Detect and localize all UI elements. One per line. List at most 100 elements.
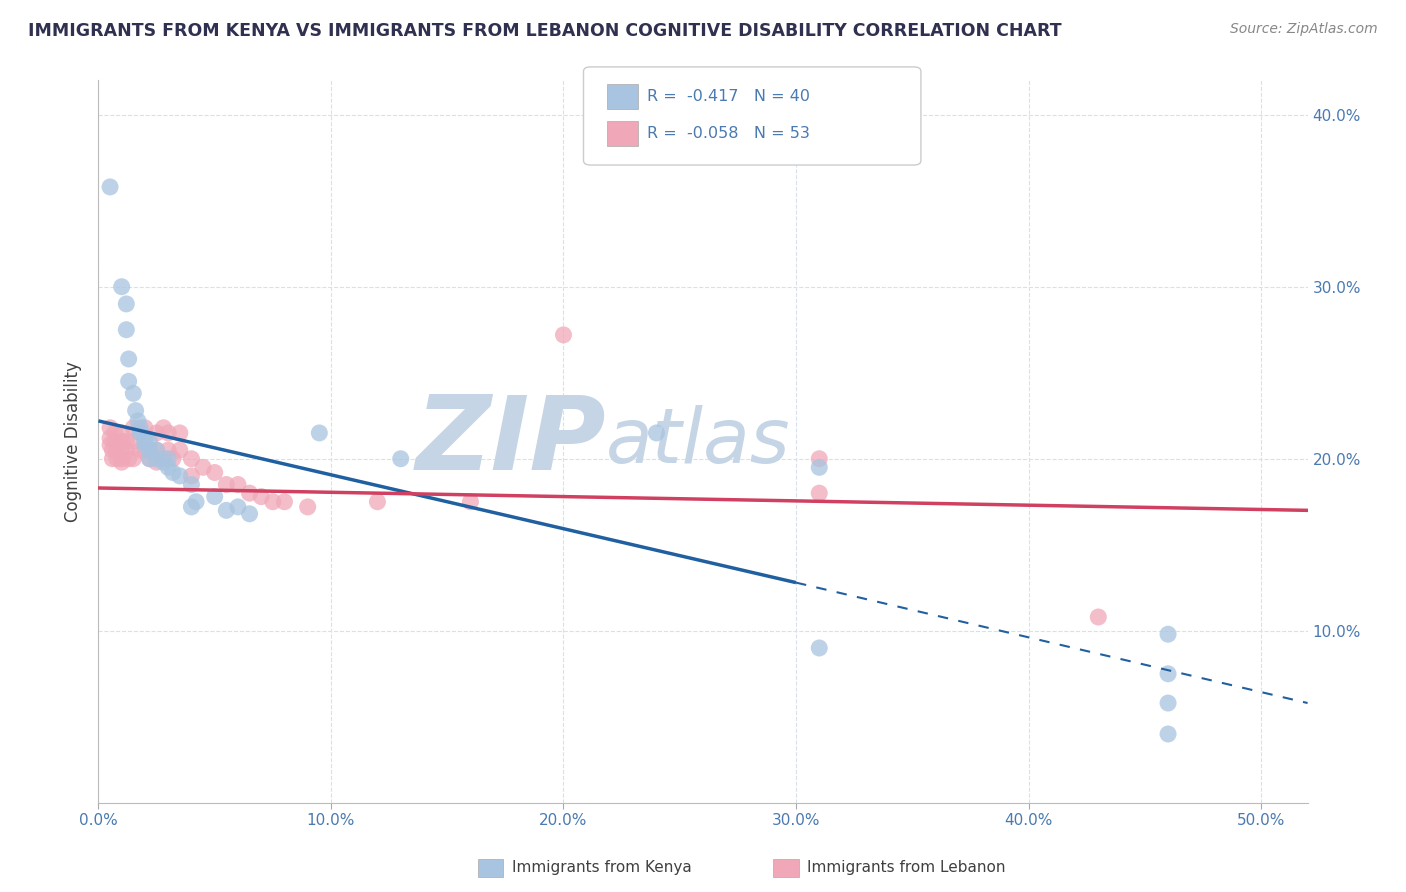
Point <box>184 494 207 508</box>
Text: R =  -0.058   N = 53: R = -0.058 N = 53 <box>647 127 810 141</box>
Point <box>134 431 156 445</box>
Point <box>215 477 238 491</box>
Point <box>98 421 121 435</box>
Point <box>138 443 160 458</box>
Point <box>262 494 284 508</box>
Point <box>138 434 160 449</box>
Point <box>162 466 184 480</box>
Text: atlas: atlas <box>606 405 790 478</box>
Point <box>273 494 295 508</box>
Point <box>460 494 482 508</box>
Point <box>111 425 134 440</box>
Point <box>152 451 174 466</box>
Point <box>111 279 134 293</box>
Point <box>134 443 156 458</box>
Point <box>1087 610 1109 624</box>
Point <box>162 451 184 466</box>
Point <box>98 431 121 445</box>
Point <box>808 460 831 475</box>
Point <box>157 460 180 475</box>
Point <box>645 425 668 440</box>
Point <box>104 434 127 449</box>
Point <box>101 443 124 458</box>
Point <box>180 477 202 491</box>
Point <box>1157 627 1180 641</box>
Point <box>215 503 238 517</box>
Point <box>118 451 141 466</box>
Point <box>808 486 831 500</box>
Point <box>129 425 152 440</box>
Point <box>111 451 134 466</box>
Point <box>138 451 160 466</box>
Point <box>366 494 388 508</box>
Point <box>180 469 202 483</box>
Point <box>122 386 145 401</box>
Point <box>115 443 138 458</box>
Point <box>134 438 156 452</box>
Point <box>1157 727 1180 741</box>
Point <box>129 443 152 458</box>
Point <box>808 640 831 655</box>
Point <box>129 421 152 435</box>
Point <box>122 421 145 435</box>
Text: Source: ZipAtlas.com: Source: ZipAtlas.com <box>1230 22 1378 37</box>
Text: IMMIGRANTS FROM KENYA VS IMMIGRANTS FROM LEBANON COGNITIVE DISABILITY CORRELATIO: IMMIGRANTS FROM KENYA VS IMMIGRANTS FROM… <box>28 22 1062 40</box>
Point <box>145 425 167 440</box>
Point <box>169 469 191 483</box>
Point <box>145 443 167 458</box>
Point <box>152 455 174 469</box>
Point <box>152 421 174 435</box>
Point <box>157 425 180 440</box>
Point <box>105 451 128 466</box>
Point <box>111 455 134 469</box>
Point <box>115 323 138 337</box>
Point <box>145 443 167 458</box>
Point <box>297 500 319 514</box>
Point <box>118 375 141 389</box>
Point <box>1157 696 1180 710</box>
Point <box>553 327 575 342</box>
Point <box>250 490 273 504</box>
Point <box>138 443 160 458</box>
Text: Immigrants from Lebanon: Immigrants from Lebanon <box>807 861 1005 875</box>
Point <box>226 477 249 491</box>
Point <box>1157 666 1180 681</box>
Point <box>145 455 167 469</box>
Point <box>122 434 145 449</box>
Point <box>239 486 262 500</box>
Point <box>98 180 121 194</box>
Point <box>180 451 202 466</box>
Text: Immigrants from Kenya: Immigrants from Kenya <box>512 861 692 875</box>
Point <box>134 421 156 435</box>
Point <box>389 451 412 466</box>
Point <box>239 507 262 521</box>
Point <box>138 451 160 466</box>
Point <box>124 403 146 417</box>
Point <box>115 434 138 449</box>
Point <box>105 443 128 458</box>
Point <box>157 443 180 458</box>
Point <box>134 434 156 449</box>
Point <box>180 500 202 514</box>
Text: R =  -0.417   N = 40: R = -0.417 N = 40 <box>647 89 810 103</box>
Point <box>104 425 127 440</box>
Point <box>111 443 134 458</box>
Y-axis label: Cognitive Disability: Cognitive Disability <box>65 361 83 522</box>
Point <box>204 466 226 480</box>
Point <box>122 451 145 466</box>
Point <box>226 500 249 514</box>
Point <box>127 414 149 428</box>
Point <box>157 451 180 466</box>
Point <box>204 490 226 504</box>
Point <box>808 451 831 466</box>
Point <box>169 425 191 440</box>
Point <box>115 297 138 311</box>
Point <box>101 451 124 466</box>
Point <box>111 434 134 449</box>
Point <box>118 351 141 366</box>
Point <box>145 451 167 466</box>
Point <box>191 460 214 475</box>
Point <box>98 438 121 452</box>
Point <box>129 425 152 440</box>
Point <box>308 425 330 440</box>
